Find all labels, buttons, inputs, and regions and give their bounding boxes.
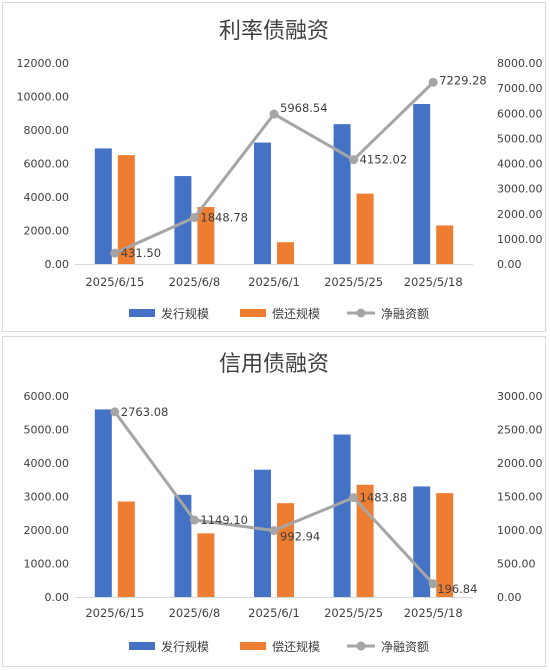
data-label: 4152.02 [360,153,408,167]
data-label: 196.84 [437,582,477,596]
bar-issuance [254,469,271,597]
y-axis-tick-label: 6000.00 [24,390,70,403]
bar-issuance [333,434,351,597]
bar-repayment [277,503,294,597]
bar-issuance [174,494,192,597]
y2-axis-tick-label: 3000.00 [497,390,543,403]
legend-label: 发行规模 [161,306,209,321]
bar-issuance [94,409,112,597]
legend-marker [356,641,366,651]
bar-issuance [413,104,431,264]
y2-axis-tick-label: 4000.00 [497,158,543,171]
y-axis-tick-label: 4000.00 [24,191,70,204]
bar-repayment [436,493,454,597]
point-net-financing [110,407,120,417]
y2-axis-tick-label: 1500.00 [497,491,543,504]
bar-repayment [117,501,135,597]
legend-swatch [240,642,266,650]
chart-svg-rate-bonds: 利率债融资 0.00 2000.00 4000.00 6000.00 8000.00 10… [17,19,543,321]
chart-panel-rate-bonds: 利率债融资 0.00 2000.00 4000.00 6000.00 8000.00 10… [2,2,546,332]
y2-axis-tick-label: 0.00 [497,258,522,271]
legend-label: 净融资额 [381,307,429,321]
bar-repayment [356,193,374,264]
y-axis-tick-label: 4000.00 [24,457,70,470]
bar-issuance [333,124,351,264]
y2-axis-tick-label: 2000.00 [497,457,543,470]
bar-repayment [277,242,294,264]
point-net-financing [428,579,438,589]
x-axis-tick-label: 2025/6/1 [248,275,300,289]
y2-axis-tick-label: 1000.00 [497,233,543,246]
y2-axis-tick-label: 8000.00 [497,57,543,70]
y2-axis-tick-label: 6000.00 [497,107,543,120]
data-label: 1149.10 [200,513,248,527]
bar-issuance [174,176,192,264]
y-axis-tick-label: 12000.00 [17,57,70,70]
chart-title: 利率债融资 [219,19,329,44]
point-net-financing [269,109,279,119]
legend-label: 发行规模 [161,639,209,654]
y2-axis-tick-label: 1000.00 [497,524,543,537]
y2-axis-tick-label: 500.00 [497,558,536,571]
y2-axis-tick-label: 0.00 [497,591,522,604]
x-axis-tick-label: 2025/6/8 [169,606,221,620]
chart-title: 信用债融资 [219,352,329,377]
x-axis-tick-label: 2025/6/15 [85,606,144,620]
x-axis-tick-label: 2025/5/18 [404,606,463,620]
legend-label: 净融资额 [381,640,429,654]
x-axis-tick-label: 2025/6/1 [248,606,300,620]
y2-axis-tick-label: 2000.00 [497,208,543,221]
x-axis-tick-label: 2025/6/15 [85,275,144,289]
bar-repayment [197,533,215,597]
bar-repayment [117,155,135,264]
y-axis-tick-label: 0.00 [45,591,70,604]
y-axis-tick-label: 8000.00 [24,124,70,137]
point-net-financing [349,493,359,503]
y-axis-tick-label: 10000.00 [17,91,70,104]
bar-issuance [413,486,431,597]
y-axis-tick-label: 2000.00 [24,225,70,238]
y2-axis-tick-label: 2500.00 [497,424,543,437]
point-net-financing [428,77,438,87]
data-label: 431.50 [121,246,161,260]
data-label: 2763.08 [121,405,169,419]
x-axis-tick-label: 2025/5/25 [324,275,383,289]
data-label: 7229.28 [439,73,487,87]
data-label: 1848.78 [200,211,248,225]
bar-issuance [94,148,112,264]
data-label: 5968.54 [280,101,328,115]
line-net-financing [114,81,435,255]
y-axis-tick-label: 0.00 [45,258,70,271]
point-net-financing [189,515,199,525]
y2-axis-tick-label: 7000.00 [497,82,543,95]
chart-panel-credit-bonds: 信用债融资 0.00 1000.00 2000.00 3000.00 4000.00 50… [2,336,546,667]
legend-label: 偿还规模 [272,639,320,654]
x-axis-tick-label: 2025/5/25 [324,606,383,620]
data-label: 992.94 [280,529,320,543]
y-axis-tick-label: 1000.00 [24,558,70,571]
data-label: 1483.88 [360,491,408,505]
bar-issuance [254,142,271,264]
point-net-financing [349,155,359,165]
legend-marker [356,308,366,318]
point-net-financing [189,213,199,223]
y-axis-tick-label: 5000.00 [24,424,70,437]
point-net-financing [269,525,279,535]
point-net-financing [110,248,120,258]
chart-svg-credit-bonds: 信用债融资 0.00 1000.00 2000.00 3000.00 4000.00 50… [24,352,543,654]
bar-repayment [436,225,454,264]
x-axis-tick-label: 2025/6/8 [169,275,221,289]
y2-axis-tick-label: 5000.00 [497,132,543,145]
y-axis-tick-label: 2000.00 [24,524,70,537]
x-axis-tick-label: 2025/5/18 [404,275,463,289]
y-axis-tick-label: 6000.00 [24,158,70,171]
y-axis-tick-label: 3000.00 [24,491,70,504]
legend-swatch [129,309,155,317]
legend-swatch [129,642,155,650]
bar-repayment [197,207,215,264]
y2-axis-tick-label: 3000.00 [497,183,543,196]
legend-label: 偿还规模 [272,306,320,321]
legend-swatch [240,309,266,317]
